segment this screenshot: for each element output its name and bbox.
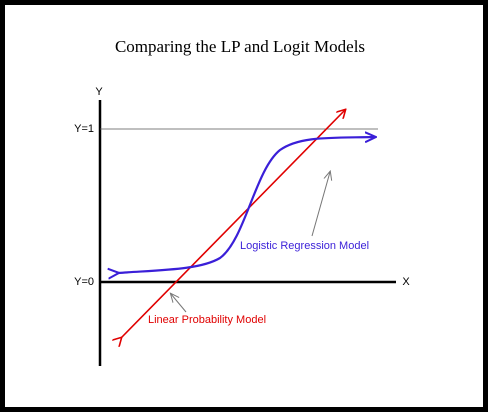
y-one-label: Y=1 <box>74 123 94 135</box>
title: Comparing the LP and Logit Models <box>115 37 365 56</box>
logit-pointer <box>311 172 330 237</box>
linear-pointer <box>171 294 187 313</box>
logit-curve <box>118 137 375 273</box>
y-zero-label: Y=0 <box>74 276 94 288</box>
y-axis-label: Y <box>95 86 103 98</box>
logit-label: Logistic Regression Model <box>240 240 369 252</box>
linear-label: Linear Probability Model <box>148 314 266 326</box>
x-axis-label: X <box>402 276 410 288</box>
